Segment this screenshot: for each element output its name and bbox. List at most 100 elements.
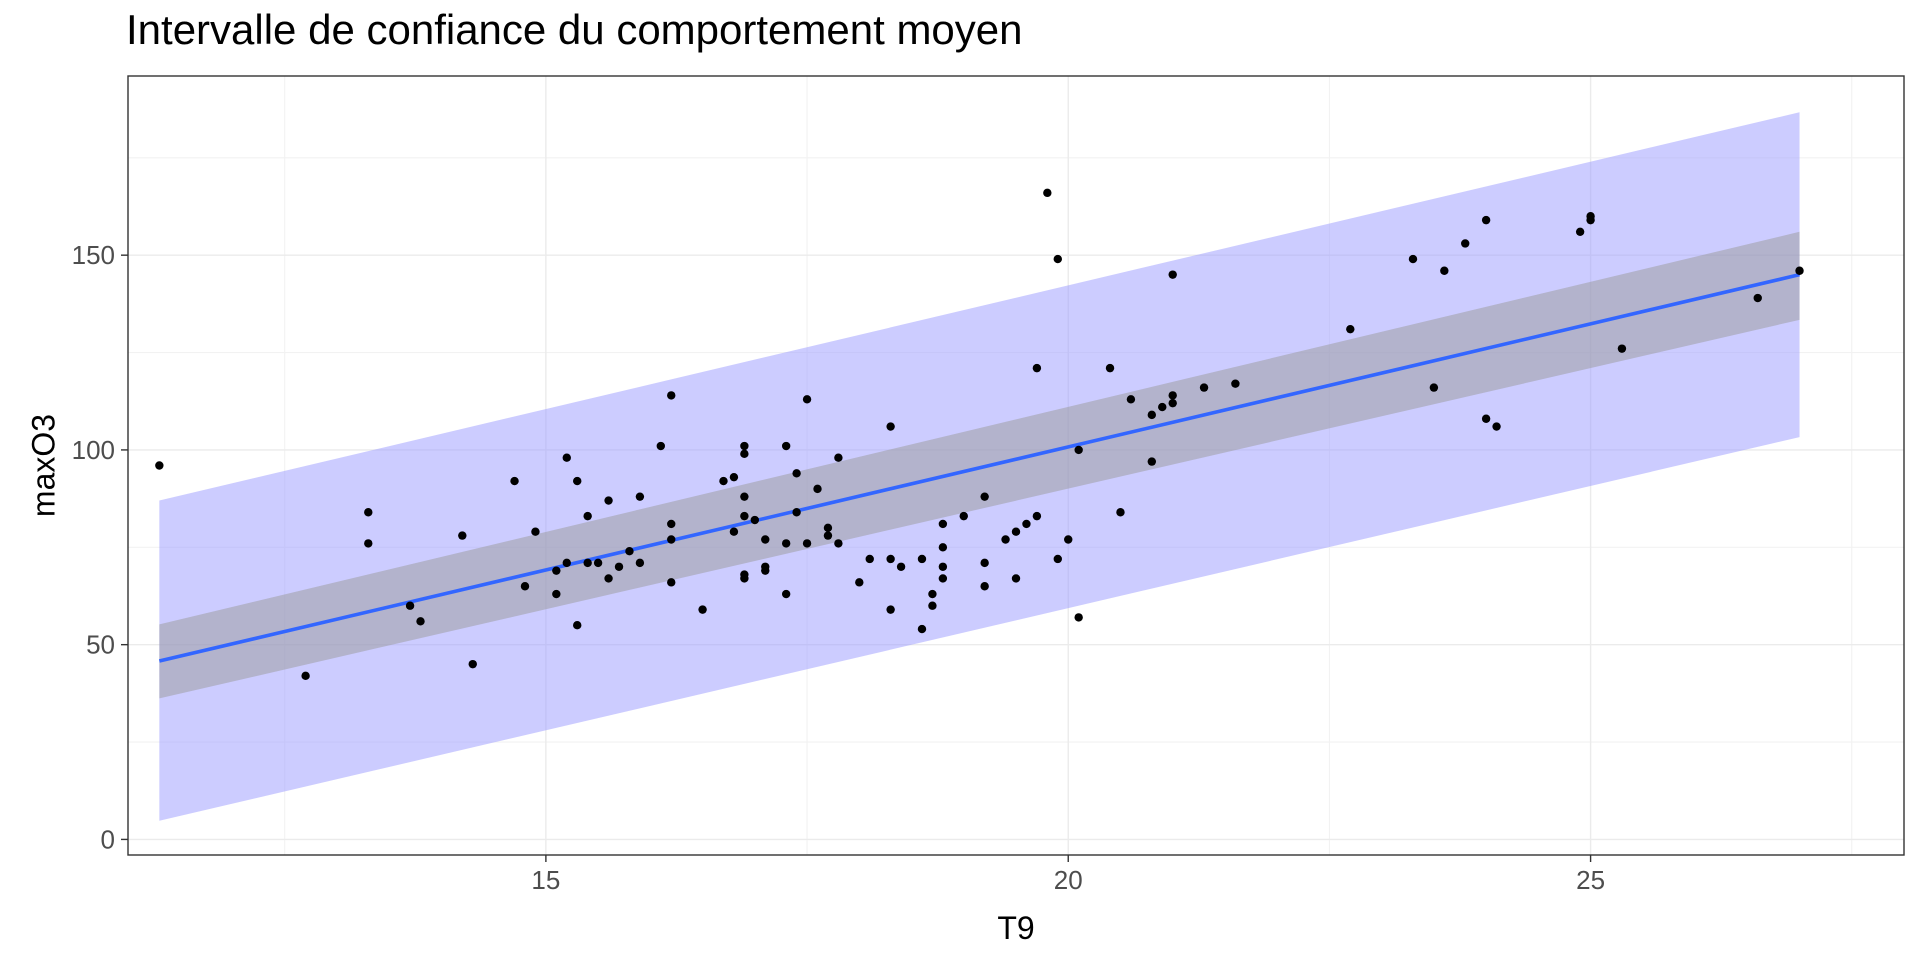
data-point: [1053, 254, 1062, 264]
data-point: [740, 441, 749, 451]
data-point: [802, 395, 812, 404]
data-point: [1022, 519, 1031, 529]
confidence-band: [159, 231, 1800, 699]
data-point: [1074, 445, 1083, 455]
data-point: [604, 574, 613, 583]
data-point: [781, 441, 791, 451]
data-point: [740, 511, 749, 521]
x-axis-title: T9: [997, 910, 1034, 946]
fit-line-group: [158, 272, 1800, 663]
data-point: [886, 605, 895, 614]
data-point: [1032, 363, 1042, 373]
data-point: [552, 589, 561, 599]
axis-tick-labels: 15 20 25 0 50 100 150: [72, 240, 1605, 895]
data-point: [1064, 535, 1073, 544]
data-point: [1795, 266, 1804, 275]
data-point: [980, 558, 989, 568]
data-point: [1408, 254, 1418, 264]
data-point: [1492, 422, 1501, 431]
data-point: [917, 624, 927, 634]
data-point: [1617, 344, 1627, 353]
data-point: [740, 574, 749, 583]
data-point: [834, 539, 843, 548]
x-tick-label: 25: [1576, 865, 1605, 895]
data-point: [604, 496, 613, 505]
panel-border: [127, 75, 1905, 856]
data-point: [1011, 527, 1021, 536]
y-tick-label: 150: [72, 240, 115, 270]
data-point: [928, 589, 937, 599]
data-point: [667, 535, 676, 544]
data-point: [583, 511, 592, 521]
data-point: [364, 508, 373, 517]
data-point: [458, 531, 467, 540]
data-point: [364, 539, 373, 548]
data-point: [1074, 613, 1083, 622]
x-tick-label: 20: [1054, 865, 1083, 895]
data-point: [573, 476, 582, 486]
data-point: [1011, 574, 1021, 583]
data-point: [938, 562, 948, 571]
y-axis-title: maxO3: [25, 414, 61, 517]
data-point: [1429, 383, 1439, 392]
data-point: [1126, 395, 1136, 404]
data-point: [865, 554, 874, 564]
data-point: [980, 492, 989, 501]
data-point: [719, 476, 728, 486]
x-tick-label: 15: [531, 865, 560, 895]
data-point: [1147, 457, 1157, 466]
data-point: [761, 535, 770, 544]
fit-line: [158, 272, 1800, 663]
data-point: [938, 543, 948, 552]
data-point: [781, 539, 791, 548]
data-point: [729, 472, 739, 482]
data-point: [583, 558, 592, 568]
data-point: [510, 476, 519, 486]
data-point: [980, 582, 989, 591]
data-point: [1168, 398, 1177, 408]
data-point: [1043, 188, 1052, 198]
data-point: [1461, 239, 1470, 248]
data-point: [625, 546, 634, 556]
data-point: [1586, 215, 1595, 225]
data-point: [750, 515, 760, 525]
data-point: [405, 601, 415, 610]
data-point: [667, 578, 676, 587]
data-point: [938, 519, 948, 529]
data-point: [468, 659, 477, 669]
data-point: [520, 582, 530, 591]
data-point: [740, 449, 749, 459]
data-point: [1199, 383, 1209, 392]
data-point: [1753, 293, 1762, 303]
data-point: [698, 605, 707, 614]
data-point: [1158, 402, 1167, 412]
data-point: [896, 562, 906, 571]
data-point: [855, 578, 864, 587]
data-point: [761, 566, 770, 575]
data-point: [959, 511, 968, 521]
data-point: [656, 441, 665, 451]
points: [155, 188, 1804, 681]
data-point: [1575, 227, 1585, 236]
data-point: [886, 422, 895, 431]
y-tick-label: 100: [72, 435, 115, 465]
data-point: [1481, 414, 1491, 423]
data-point: [886, 554, 895, 564]
data-point: [781, 589, 791, 599]
data-point: [917, 554, 927, 564]
data-point: [635, 558, 645, 568]
data-point: [562, 558, 571, 568]
data-point: [614, 562, 624, 571]
data-point: [1440, 266, 1449, 275]
data-point: [562, 453, 571, 462]
data-point: [531, 527, 540, 536]
data-point: [928, 601, 937, 610]
data-point: [802, 539, 812, 548]
data-point: [301, 671, 310, 681]
data-point: [667, 391, 676, 400]
data-point: [1116, 508, 1125, 517]
data-point: [1032, 511, 1042, 521]
data-point: [593, 558, 603, 568]
data-point: [1346, 324, 1355, 334]
